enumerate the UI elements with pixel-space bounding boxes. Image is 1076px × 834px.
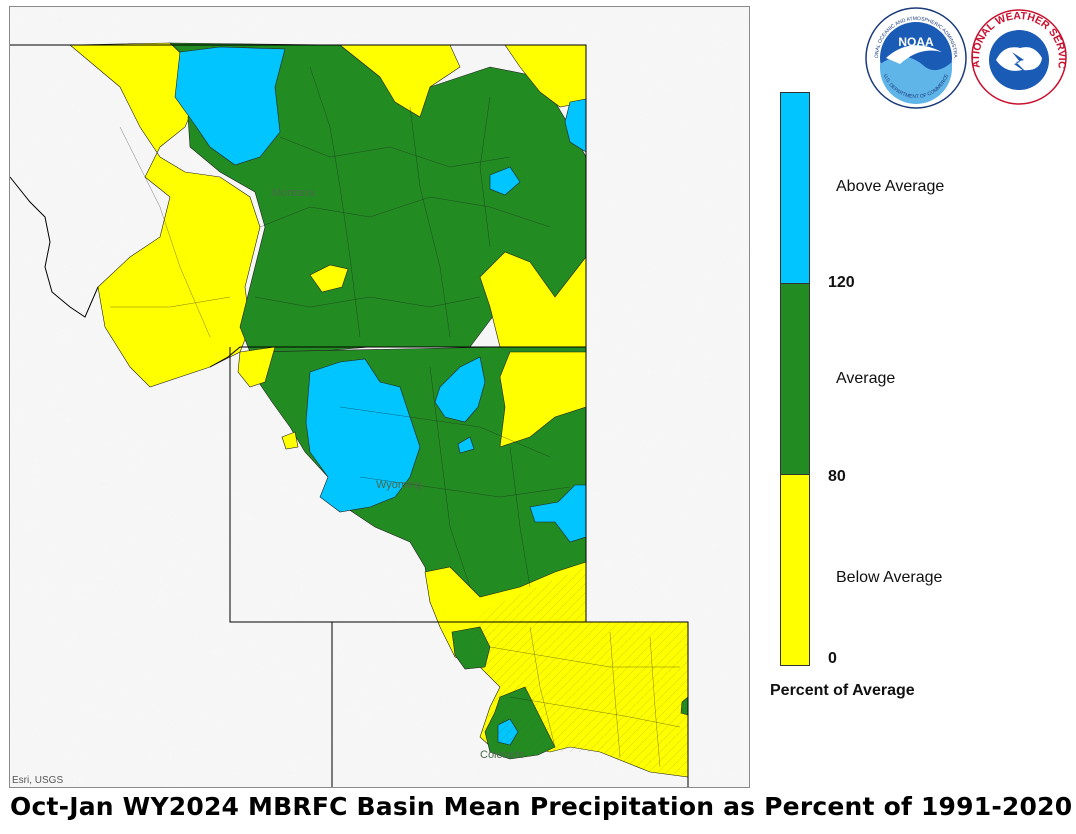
basin-below-montana-north [339,44,461,118]
basin-subdivision-texture [470,567,688,777]
map-attribution: Esri, USGS [12,775,64,786]
basin-below-wyoming-small [281,431,299,450]
state-label-wyoming: Wyoming [376,479,422,491]
basin-below-wyoming-west [237,346,276,388]
map-frame[interactable]: Montana Wyoming Colorado Esri, USGS [9,6,750,788]
legend-break-80: 80 [828,468,846,485]
legend-title: Percent of Average [770,682,915,699]
agency-logos: NOAA NATIONAL OCEANIC AND ATMOSPHERIC AD… [864,6,1070,110]
basin-above-wyoming-dot [457,436,475,454]
legend-label-above: Above Average [836,178,945,195]
basin-below-montana-west [69,42,261,388]
basin-above-montana-center [489,166,521,196]
colorado-boundary [331,621,689,787]
legend: Above Average Average Below Average 120 … [770,90,1068,710]
legend-break-120: 120 [828,274,855,291]
noaa-text: NOAA [898,35,934,49]
nws-logo: NATIONAL WEATHER SERVICE [970,8,1068,105]
basin-below-montana-center [309,264,349,293]
basin-boundaries [110,66,681,768]
basin-regions [69,42,689,778]
legend-swatch-above [780,92,810,284]
legend-swatch-average [780,283,810,475]
state-label-colorado: Colorado [480,749,525,761]
basin-map [10,7,749,787]
state-label-montana: Montana [272,187,315,199]
idaho-boundary [10,176,99,318]
page-title: Oct-Jan WY2024 MBRFC Basin Mean Precipit… [10,792,1073,821]
basin-above-wyoming-center [434,356,486,423]
legend-swatch-below [780,474,810,666]
legend-label-below: Below Average [836,569,943,586]
wyoming-boundary [229,347,587,623]
montana-boundary [10,44,587,368]
basin-above-montana-north [174,46,286,166]
basin-above-wyoming-west [305,358,421,513]
legend-label-average: Average [836,370,896,387]
state-boundaries [10,44,689,787]
noaa-logo: NOAA NATIONAL OCEANIC AND ATMOSPHERIC AD… [864,6,967,109]
basin-above-montana-ne [564,98,587,153]
legend-break-0: 0 [828,650,837,667]
